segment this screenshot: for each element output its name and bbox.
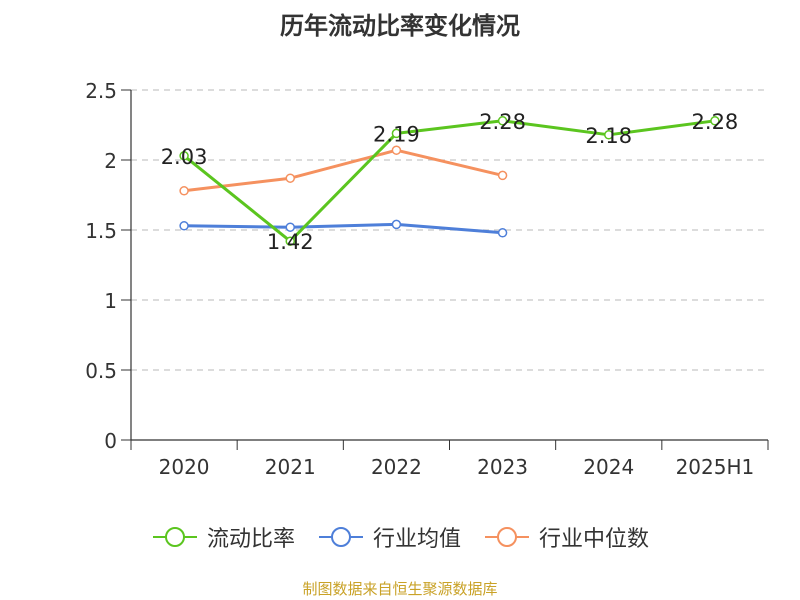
data-point [391, 145, 402, 155]
legend-item-industry-mean[interactable]: 行业均值 [317, 521, 461, 553]
data-point [391, 219, 402, 230]
data-point [179, 186, 189, 196]
data-point [710, 116, 720, 126]
y-tick-label: 2.5 [85, 79, 117, 103]
data-point [604, 130, 614, 140]
legend-label-industry-mean: 行业均值 [372, 527, 461, 552]
y-tick-label: 0.5 [85, 359, 117, 383]
data-point [285, 173, 295, 183]
data-point [391, 128, 402, 139]
data-label: 1.42 [267, 230, 314, 254]
y-tick-label: 2 [104, 149, 117, 173]
data-point [497, 228, 508, 238]
legend-item-current-ratio[interactable]: 流动比率 [151, 521, 295, 553]
x-tick-label: 2023 [477, 455, 528, 479]
legend-label-current-ratio: 流动比率 [206, 527, 295, 552]
x-tick-label: 2024 [583, 455, 634, 479]
chart-legend: 流动比率 行业均值 行业中位数 [0, 520, 800, 554]
data-label: 2.28 [692, 110, 739, 134]
series-line [183, 148, 503, 193]
legend-marker-industry-median [485, 527, 529, 547]
x-tick-label: 2022 [371, 455, 422, 479]
y-tick-label: 1 [104, 289, 117, 313]
data-point [497, 170, 508, 181]
legend-label-industry-median: 行业中位数 [539, 527, 650, 552]
data-source-note: 制图数据来自恒生聚源数据库 [302, 580, 498, 598]
x-tick-label: 2020 [159, 455, 210, 479]
x-tick-label: 2025H1 [676, 455, 755, 479]
legend-item-industry-median[interactable]: 行业中位数 [483, 521, 649, 553]
legend-marker-current-ratio [152, 527, 197, 547]
x-tick-label: 2021 [265, 455, 316, 479]
data-label: 2.28 [479, 110, 526, 134]
data-label: 2.03 [161, 145, 208, 169]
y-tick-label: 0 [104, 429, 117, 453]
data-label: 2.19 [373, 122, 420, 146]
data-point [285, 236, 295, 246]
data-label: 2.18 [585, 124, 632, 148]
data-point [179, 151, 189, 161]
series-line [183, 119, 716, 243]
data-point [497, 116, 508, 126]
legend-marker-industry-mean [318, 527, 363, 547]
chart-title: 历年流动比率变化情况 [280, 12, 520, 40]
y-tick-label: 1.5 [85, 219, 117, 243]
data-point [285, 222, 295, 232]
series-line [184, 222, 503, 235]
data-point [179, 221, 189, 231]
